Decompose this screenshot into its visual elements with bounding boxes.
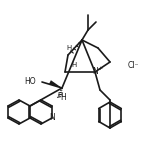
Text: N: N [92,67,98,77]
Text: Cl⁻: Cl⁻ [128,60,140,69]
Text: N: N [49,113,55,122]
Text: H: H [57,92,63,98]
Polygon shape [49,80,62,88]
Text: H: H [72,62,77,68]
Text: H: H [60,93,66,102]
Text: HO: HO [24,78,36,86]
Text: H: H [66,45,72,51]
Text: +: + [97,66,103,71]
